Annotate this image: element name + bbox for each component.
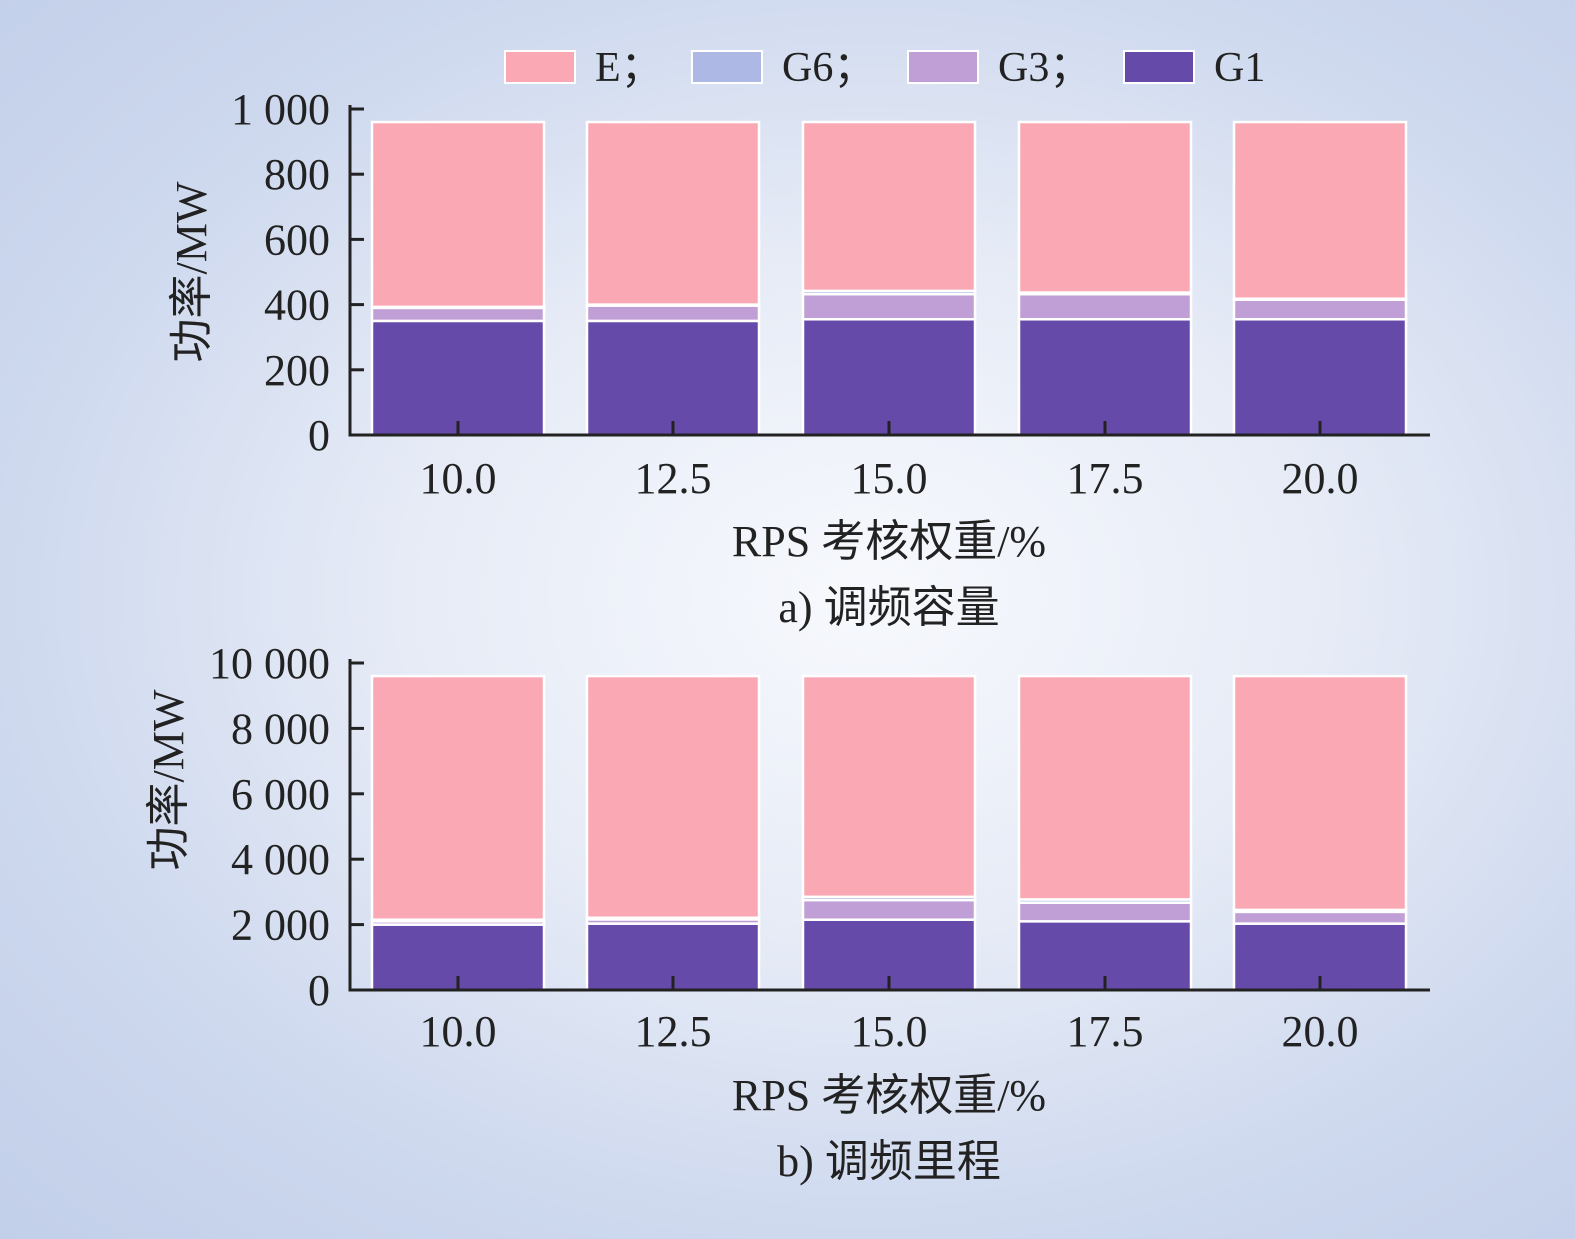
chart-frequency-capacity: 0 200 400 600 800 1 000 10.0 12.5 15.0 17.5 20.0 RP… bbox=[167, 85, 1430, 632]
legend-label-g6: G6； bbox=[782, 45, 875, 91]
x-axis-label: RPS 考核权重/% bbox=[732, 517, 1046, 566]
x-tick-label: 12.5 bbox=[635, 454, 712, 503]
y-tick-label: 4 000 bbox=[231, 835, 330, 884]
y-tick-label: 400 bbox=[264, 281, 330, 330]
x-tick-label: 20.0 bbox=[1282, 454, 1359, 503]
bar-g3-10-0 bbox=[370, 306, 546, 323]
bar-g3-15-0 bbox=[801, 292, 977, 321]
bar-e-20-0 bbox=[1232, 674, 1408, 912]
x-tick-label: 20.0 bbox=[1282, 1007, 1359, 1056]
y-tick-label: 800 bbox=[264, 150, 330, 199]
bar-e-17-5 bbox=[1017, 120, 1193, 294]
bar-g3-17-5 bbox=[1017, 901, 1193, 923]
bar-g1-10-0 bbox=[370, 319, 546, 437]
y-tick-label: 6 000 bbox=[231, 770, 330, 819]
y-tick-label: 2 000 bbox=[231, 901, 330, 950]
legend-label-g1: G1 bbox=[1214, 45, 1265, 91]
x-tick-label: 15.0 bbox=[851, 1007, 928, 1056]
chart-frequency-mileage: 0 2 000 4 000 6 000 8 000 10 000 10.0 12.5 15.0 1… bbox=[144, 639, 1430, 1186]
bar-g3-17-5 bbox=[1017, 292, 1193, 321]
bar-g1-17-5 bbox=[1017, 318, 1193, 437]
x-axis-label: RPS 考核权重/% bbox=[732, 1071, 1046, 1120]
legend-label-e: E； bbox=[595, 45, 663, 91]
y-tick-label: 200 bbox=[264, 346, 330, 395]
bar-g1-12-5 bbox=[585, 319, 761, 437]
y-tick-label: 0 bbox=[308, 966, 330, 1015]
y-tick-label: 10 000 bbox=[209, 639, 330, 688]
bar-e-20-0 bbox=[1232, 120, 1408, 300]
legend: E； G6； G3； G1 bbox=[504, 45, 1265, 91]
bar-g3-20-0 bbox=[1232, 910, 1408, 925]
y-tick-label: 1 000 bbox=[231, 85, 330, 134]
bar-g3-20-0 bbox=[1232, 298, 1408, 321]
y-tick-label: 8 000 bbox=[231, 704, 330, 753]
legend-swatch-g1 bbox=[1123, 50, 1195, 84]
bar-e-15-0 bbox=[801, 120, 977, 293]
bar-g1-20-0 bbox=[1232, 318, 1408, 437]
legend-label-g3: G3； bbox=[998, 45, 1091, 91]
legend-swatch-g3 bbox=[907, 50, 979, 84]
x-tick-label: 17.5 bbox=[1067, 1007, 1144, 1056]
y-tick-label: 600 bbox=[264, 215, 330, 264]
x-tick-label: 10.0 bbox=[420, 454, 497, 503]
bar-g3-15-0 bbox=[801, 898, 977, 921]
x-tick-label: 12.5 bbox=[635, 1007, 712, 1056]
bar-e-12-5 bbox=[585, 120, 761, 306]
bar-e-10-0 bbox=[370, 674, 546, 921]
chart-title: a) 调频容量 bbox=[778, 583, 999, 632]
bar-e-15-0 bbox=[801, 674, 977, 899]
x-tick-label: 10.0 bbox=[420, 1007, 497, 1056]
legend-swatch-e bbox=[504, 50, 576, 84]
x-tick-label: 15.0 bbox=[851, 454, 928, 503]
y-tick-label: 0 bbox=[308, 411, 330, 460]
x-tick-label: 17.5 bbox=[1067, 454, 1144, 503]
legend-swatch-g6 bbox=[691, 50, 763, 84]
bar-e-12-5 bbox=[585, 674, 761, 919]
bar-g3-12-5 bbox=[585, 304, 761, 323]
chart-title: b) 调频里程 bbox=[777, 1137, 1001, 1186]
bar-g1-15-0 bbox=[801, 318, 977, 437]
y-axis-label: 功率/MW bbox=[167, 181, 216, 362]
bar-e-17-5 bbox=[1017, 674, 1193, 901]
bar-e-10-0 bbox=[370, 120, 546, 309]
y-axis-label: 功率/MW bbox=[144, 689, 193, 870]
